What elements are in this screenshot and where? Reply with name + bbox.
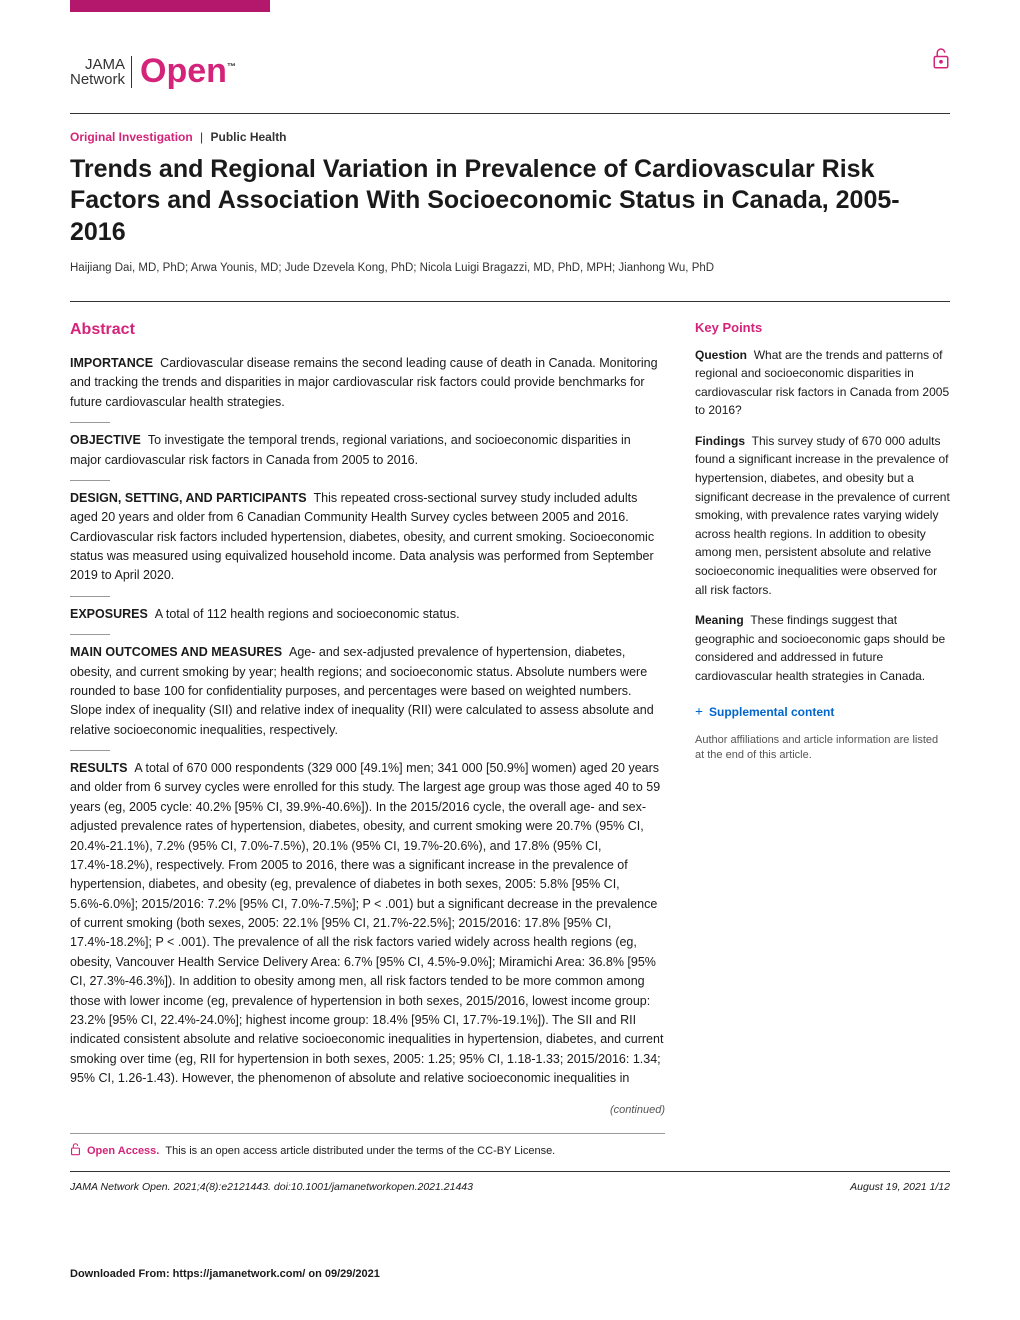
sidebar-column: Key Points Question What are the trends …	[695, 318, 950, 1161]
footer-date-page: August 19, 2021 1/12	[850, 1180, 950, 1196]
footer-row: JAMA Network Open. 2021;4(8):e2121443. d…	[70, 1171, 950, 1196]
abstract-design: DESIGN, SETTING, AND PARTICIPANTS This r…	[70, 489, 665, 586]
abstract-objective: OBJECTIVE To investigate the temporal tr…	[70, 431, 665, 470]
content-columns: Abstract IMPORTANCE Cardiovascular disea…	[70, 301, 950, 1161]
section-rule	[70, 480, 110, 481]
abstract-text: A total of 670 000 respondents (329 000 …	[70, 761, 663, 1085]
abstract-label: MAIN OUTCOMES AND MEASURES	[70, 645, 282, 659]
open-access-label: Open Access.	[87, 1143, 159, 1160]
article-type-category: Public Health	[211, 130, 287, 144]
open-lock-icon	[932, 46, 950, 79]
open-access-text: This is an open access article distribut…	[165, 1143, 555, 1160]
logo-jama-text: JAMA	[85, 57, 125, 72]
abstract-text: Cardiovascular disease remains the secon…	[70, 356, 658, 409]
logo-network-text: Network	[70, 72, 125, 87]
affiliations-note: Author affiliations and article informat…	[695, 733, 950, 764]
supplemental-label: Supplemental content	[709, 703, 834, 721]
footer-citation: JAMA Network Open. 2021;4(8):e2121443. d…	[70, 1180, 473, 1196]
abstract-heading: Abstract	[70, 318, 665, 342]
abstract-column: Abstract IMPORTANCE Cardiovascular disea…	[70, 318, 665, 1161]
header-rule	[70, 113, 950, 114]
download-note: Downloaded From: https://jamanetwork.com…	[0, 1266, 1020, 1303]
supplemental-content-link[interactable]: + Supplemental content	[695, 702, 950, 723]
journal-logo: JAMA Network Open™	[70, 46, 236, 97]
section-rule	[70, 422, 110, 423]
key-point-label: Meaning	[695, 613, 744, 627]
key-point-label: Question	[695, 348, 747, 362]
abstract-label: DESIGN, SETTING, AND PARTICIPANTS	[70, 491, 307, 505]
continued-indicator: (continued)	[70, 1102, 665, 1119]
article-type-original: Original Investigation	[70, 130, 193, 144]
key-points-heading: Key Points	[695, 318, 950, 338]
abstract-text: To investigate the temporal trends, regi…	[70, 433, 631, 466]
abstract-text: A total of 112 health regions and socioe…	[155, 607, 460, 621]
key-point-meaning: Meaning These findings suggest that geog…	[695, 611, 950, 685]
abstract-importance: IMPORTANCE Cardiovascular disease remain…	[70, 354, 665, 412]
section-rule	[70, 634, 110, 635]
key-point-question: Question What are the trends and pattern…	[695, 346, 950, 420]
abstract-outcomes: MAIN OUTCOMES AND MEASURES Age- and sex-…	[70, 643, 665, 740]
author-list: Haijiang Dai, MD, PhD; Arwa Younis, MD; …	[70, 260, 950, 277]
key-point-label: Findings	[695, 434, 745, 448]
abstract-label: OBJECTIVE	[70, 433, 141, 447]
article-type-line: Original Investigation | Public Health	[70, 128, 950, 146]
logo-divider	[131, 56, 132, 88]
header-row: JAMA Network Open™	[70, 46, 950, 97]
page-container: JAMA Network Open™ Original Investigatio…	[0, 12, 1020, 1226]
open-lock-icon-small	[70, 1142, 81, 1162]
top-accent-bar	[70, 0, 270, 12]
article-type-separator: |	[200, 130, 203, 144]
abstract-results: RESULTS A total of 670 000 respondents (…	[70, 759, 665, 1088]
logo-open-text: Open™	[140, 46, 236, 97]
section-rule	[70, 750, 110, 751]
plus-icon: +	[695, 702, 703, 723]
key-point-findings: Findings This survey study of 670 000 ad…	[695, 432, 950, 599]
section-rule	[70, 596, 110, 597]
abstract-label: RESULTS	[70, 761, 127, 775]
article-title: Trends and Regional Variation in Prevale…	[70, 154, 950, 248]
open-access-row: Open Access. This is an open access arti…	[70, 1133, 665, 1162]
abstract-label: EXPOSURES	[70, 607, 148, 621]
key-point-text: This survey study of 670 000 adults foun…	[695, 434, 950, 597]
abstract-label: IMPORTANCE	[70, 356, 153, 370]
abstract-exposures: EXPOSURES A total of 112 health regions …	[70, 605, 665, 624]
